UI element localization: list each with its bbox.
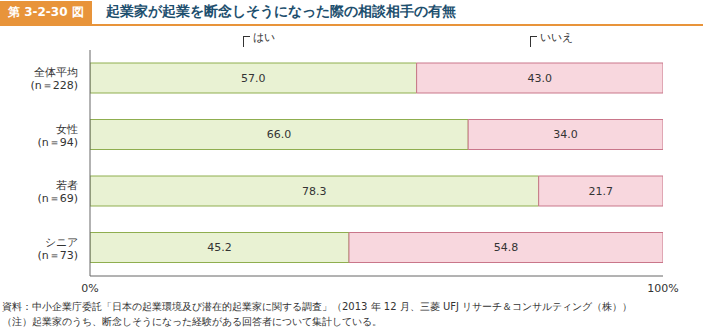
svg-text:57.0: 57.0 <box>241 72 266 85</box>
svg-text:43.0: 43.0 <box>528 72 553 85</box>
html-text:第 3-2-30 図: 第 3-2-30 図 <box>8 4 84 19</box>
html-text:（注）起業家のうち、断念しそうになった経験がある回答者につい: （注）起業家のうち、断念しそうになった経験がある回答者について集計している。 <box>2 316 382 327</box>
html-text:資料：中小企業庁委託「日本の起業環境及び潜在的起業家に関する: 資料：中小企業庁委託「日本の起業環境及び潜在的起業家に関する調査」（2013 年… <box>2 301 633 312</box>
svg-text:66.0: 66.0 <box>267 128 292 141</box>
svg-text:54.8: 54.8 <box>494 241 519 254</box>
svg-text:45.2: 45.2 <box>207 241 232 254</box>
svg-text:21.7: 21.7 <box>589 185 614 198</box>
html-text:起業家が起業を断念しそうになった際の相談相手の有無: 起業家が起業を断念しそうになった際の相談相手の有無 <box>105 3 456 19</box>
svg-text:女性(n＝94): 女性(n＝94) <box>37 123 78 149</box>
html-text:いいえ: いいえ <box>539 31 573 44</box>
svg-text:シニア(n＝73): シニア(n＝73) <box>37 236 78 262</box>
svg-text:78.3: 78.3 <box>302 185 327 198</box>
svg-text:若者(n＝69): 若者(n＝69) <box>37 179 78 205</box>
svg-text:全体平均(n＝228): 全体平均(n＝228) <box>30 66 78 92</box>
svg-text:100%: 100% <box>647 282 678 295</box>
html-text:はい: はい <box>253 31 276 44</box>
svg-text:34.0: 34.0 <box>553 128 578 141</box>
svg-text:0%: 0% <box>81 282 98 295</box>
